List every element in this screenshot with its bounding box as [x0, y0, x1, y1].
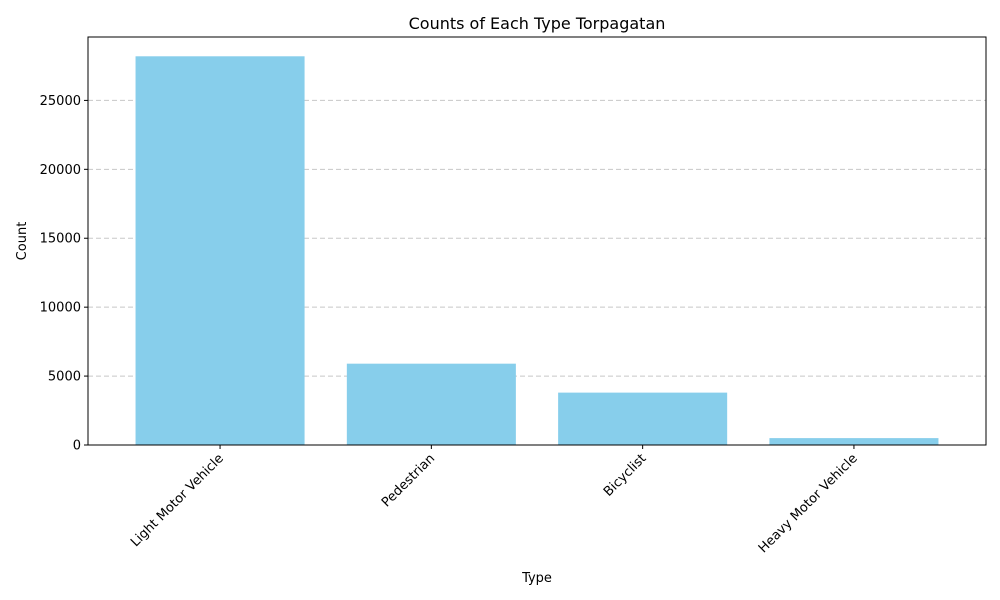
x-axis-title: Type	[521, 571, 552, 586]
plot-frame	[87, 36, 987, 446]
y-axis-title: Count	[15, 222, 30, 261]
bar-heavy-motor-vehicle	[769, 438, 939, 445]
y-tick-label: 15000	[40, 232, 81, 247]
y-axis-ticks: 0 5000 10000 15000 20000 25000	[40, 94, 88, 454]
grid-layer	[88, 99, 986, 377]
y-tick-label: 10000	[40, 301, 81, 316]
bar-bicyclist	[558, 392, 728, 445]
y-tick-label: 0	[73, 439, 81, 454]
chart-title: Counts of Each Type Torpagatan	[409, 14, 666, 33]
y-tick-label: 20000	[40, 163, 81, 178]
bar-pedestrian	[346, 363, 516, 445]
y-tick-label: 25000	[40, 94, 81, 109]
bar-layer	[135, 56, 939, 445]
bar-light-motor-vehicle	[135, 56, 305, 445]
y-tick-label: 5000	[48, 370, 81, 385]
